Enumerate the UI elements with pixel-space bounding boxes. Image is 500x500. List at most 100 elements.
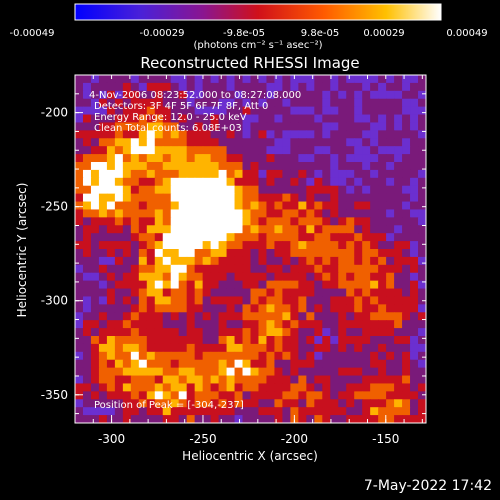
heatmap-cell [234,304,244,313]
heatmap-cell [338,193,347,203]
heatmap-cell [178,154,188,163]
heatmap-cell [290,375,299,385]
heatmap-cell [258,75,268,84]
heatmap-cell [346,225,355,234]
heatmap-cell [290,296,299,305]
heatmap-cell [130,193,140,203]
heatmap-cell [266,209,276,218]
heatmap-cell [82,336,92,345]
heatmap-cell [322,217,331,226]
heatmap-cell [274,367,284,377]
heatmap-cell [378,217,387,226]
heatmap-cell [266,225,276,234]
heatmap-cell [186,90,196,100]
heatmap-cell [410,415,419,423]
heatmap-cell [130,304,140,313]
heatmap-cell [114,407,124,416]
heatmap-cell [298,130,307,139]
heatmap-cell [122,209,132,218]
heatmap-cell [322,177,331,187]
heatmap-cell [154,249,164,258]
heatmap-cell [402,343,411,353]
heatmap-cell [386,193,395,203]
heatmap-cell [202,280,212,290]
heatmap-cell [290,241,299,250]
heatmap-cell [250,138,260,147]
heatmap-cell [314,82,323,92]
heatmap-cell [322,328,331,337]
heatmap-cell [154,146,164,155]
heatmap-cell [378,193,387,203]
heatmap-cell [170,98,180,108]
heatmap-cell [410,241,419,250]
heatmap-cell [186,280,196,290]
heatmap-cell [402,154,411,163]
heatmap-cell [114,328,124,337]
heatmap-cell [178,407,188,416]
heatmap-cell [314,367,323,377]
heatmap-cell [234,90,244,100]
heatmap-cell [210,383,220,392]
heatmap-cell [394,114,403,124]
heatmap-cell [242,177,252,187]
heatmap-cell [242,304,252,313]
heatmap-cell [226,122,236,131]
heatmap-cell [90,90,100,100]
heatmap-cell [402,359,411,369]
heatmap-cell [170,256,180,266]
heatmap-cell [130,288,140,298]
heatmap-cell [370,193,379,203]
heatmap-cell [106,359,116,369]
heatmap-cell [330,193,339,203]
heatmap-cell [242,209,252,218]
heatmap-cell [410,407,419,416]
heatmap-cell [186,407,196,416]
heatmap-cell [242,122,252,131]
heatmap-cell [258,415,268,423]
heatmap-cell [346,256,355,266]
heatmap-cell [386,312,395,321]
heatmap-cell [306,177,315,187]
heatmap-cell [362,75,371,84]
colorbar-units: (photons cm⁻² s⁻¹ asec⁻²) [193,40,322,51]
heatmap-cell [226,98,236,108]
heatmap-cell [370,106,379,116]
heatmap-cell [282,154,291,163]
heatmap-cell [290,146,299,155]
heatmap-cell [402,138,411,147]
heatmap-cell [266,383,276,392]
heatmap-cell [98,272,108,282]
heatmap-cell [242,328,252,337]
heatmap-cell [386,162,395,171]
heatmap-cell [338,336,347,345]
heatmap-cell [210,391,220,400]
heatmap-cell [346,217,355,226]
heatmap-cell [402,249,411,258]
heatmap-cell [314,359,323,369]
heatmap-cell [242,407,252,416]
heatmap-cell [258,82,268,92]
heatmap-cell [218,82,228,92]
heatmap-cell [226,399,236,408]
heatmap-cell [75,407,84,416]
heatmap-cell [298,185,307,195]
heatmap-cell [402,391,411,400]
heatmap-cell [274,138,284,147]
heatmap-cell [162,288,172,298]
heatmap-cell [162,343,172,353]
heatmap-cell [274,272,284,282]
heatmap-cell [98,233,108,242]
heatmap-cell [90,114,100,124]
heatmap-cell [114,288,124,298]
heatmap-cell [234,280,244,290]
heatmap-cell [362,90,371,100]
heatmap-cell [90,75,100,84]
heatmap-cell [410,217,419,226]
heatmap-cell [306,241,315,250]
heatmap-cell [418,122,426,131]
heatmap-cell [250,75,260,84]
heatmap-cell [306,264,315,274]
heatmap-cell [418,249,426,258]
heatmap-cell [242,320,252,329]
heatmap-cell [258,209,268,218]
